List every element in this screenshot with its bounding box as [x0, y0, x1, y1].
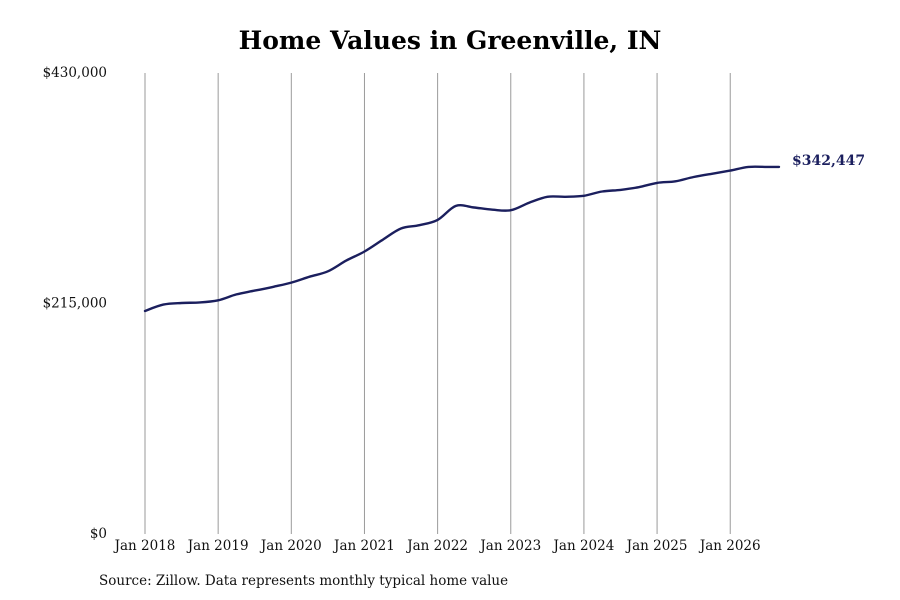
gridlines — [144, 73, 731, 534]
x-tick-label: Jan 2021 — [332, 538, 395, 554]
x-tick-label: Jan 2026 — [698, 538, 761, 554]
y-tick-label: $215,000 — [43, 296, 107, 312]
y-axis-ticks: $0 $215,000 $430,000 — [43, 65, 107, 542]
x-tick-label: Jan 2025 — [625, 538, 688, 554]
chart-title: Home Values in Greenville, IN — [238, 26, 662, 55]
x-tick-label: Jan 2024 — [552, 538, 615, 554]
x-tick-label: Jan 2018 — [113, 538, 176, 554]
y-tick-label: $430,000 — [43, 65, 107, 81]
y-tick-label: $0 — [90, 526, 107, 542]
x-axis-ticks: Jan 2018 Jan 2019 Jan 2020 Jan 2021 Jan 2022… — [113, 538, 761, 554]
series-line — [143, 165, 781, 313]
x-tick-label: Jan 2022 — [405, 538, 468, 554]
x-tick-label: Jan 2020 — [259, 538, 322, 554]
source-note: Source: Zillow. Data represents monthly … — [99, 573, 509, 589]
x-tick-label: Jan 2019 — [186, 538, 249, 554]
x-tick-label: Jan 2023 — [478, 538, 541, 554]
end-value-label: $342,447 — [792, 153, 865, 169]
